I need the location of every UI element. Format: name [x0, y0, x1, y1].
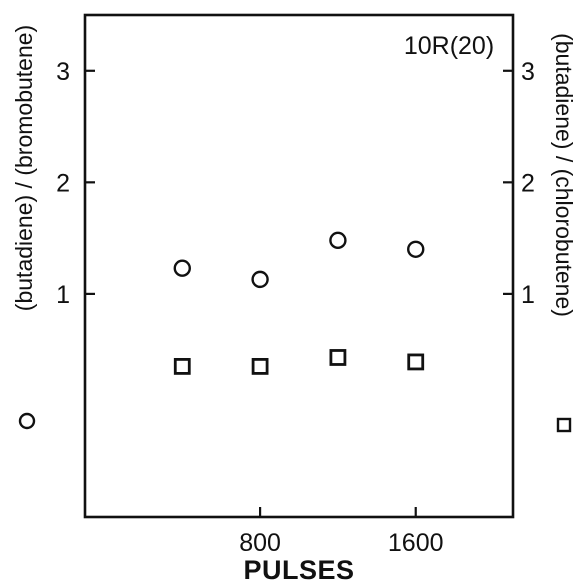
plot-frame [83, 13, 515, 519]
chart-annotation: 10R(20) [404, 32, 494, 60]
data-point-square [407, 353, 425, 371]
y-axis-label-left: (butadiene) / (bromobutene) [11, 25, 37, 311]
y-tick-label-left: 3 [56, 58, 70, 86]
legend-square-marker [556, 417, 572, 433]
legend-circle-marker [18, 412, 36, 430]
y-tick-label-right: 2 [521, 169, 535, 197]
ticks-layer: 800 1600 1 1 2 2 3 3 [56, 58, 535, 557]
data-point-circle [407, 240, 425, 258]
x-tick-label: 1600 [388, 529, 444, 557]
y-tick-label-right: 1 [521, 281, 535, 309]
data-point-square [173, 357, 191, 375]
y-tick-label-left: 2 [56, 169, 70, 197]
y-axis-label-right: (butadiene) / (chlorobutene) [551, 33, 576, 317]
x-axis-label: PULSES [243, 555, 354, 584]
data-point-circle [251, 270, 269, 289]
data-point-circle [173, 259, 191, 277]
y-tick-label-right: 3 [521, 58, 535, 86]
data-point-circle [329, 231, 347, 250]
data-point-square [251, 357, 269, 375]
marks-layer [173, 231, 425, 375]
x-tick-label: 800 [239, 529, 281, 557]
y-tick-label-left: 1 [56, 281, 70, 309]
data-point-square [329, 349, 347, 366]
